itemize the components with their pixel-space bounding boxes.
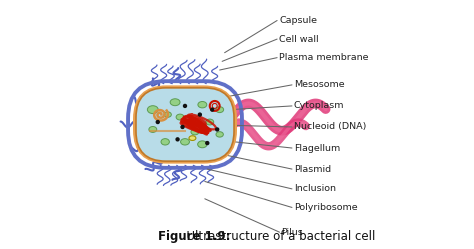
Ellipse shape <box>216 107 224 113</box>
Text: Plasmid: Plasmid <box>294 165 331 174</box>
FancyBboxPatch shape <box>133 85 237 164</box>
Circle shape <box>199 113 201 116</box>
Circle shape <box>156 121 159 124</box>
Ellipse shape <box>161 139 169 145</box>
Circle shape <box>206 142 209 145</box>
Text: Plasma membrane: Plasma membrane <box>279 53 369 62</box>
Text: Inclusion: Inclusion <box>294 184 336 193</box>
Circle shape <box>216 128 219 131</box>
Text: Nucleoid (DNA): Nucleoid (DNA) <box>294 123 366 131</box>
Text: Cytoplasm: Cytoplasm <box>294 101 345 110</box>
Text: Polyribosome: Polyribosome <box>294 203 357 212</box>
Text: Pilus: Pilus <box>282 228 303 237</box>
Text: Capsule: Capsule <box>279 16 317 25</box>
Ellipse shape <box>170 99 180 106</box>
FancyBboxPatch shape <box>139 91 231 158</box>
Ellipse shape <box>191 129 199 135</box>
Text: Mesosome: Mesosome <box>294 80 345 89</box>
Ellipse shape <box>176 114 184 120</box>
Text: Flagellum: Flagellum <box>294 143 340 153</box>
Ellipse shape <box>198 102 207 108</box>
Text: Figure 1.9:: Figure 1.9: <box>158 230 230 243</box>
Circle shape <box>181 125 184 128</box>
FancyBboxPatch shape <box>136 88 234 161</box>
Ellipse shape <box>147 106 158 114</box>
Ellipse shape <box>149 126 157 132</box>
Ellipse shape <box>206 119 214 125</box>
Text: Ultrastructure of a bacterial cell: Ultrastructure of a bacterial cell <box>179 230 375 243</box>
Ellipse shape <box>189 136 196 140</box>
Circle shape <box>176 138 179 141</box>
Ellipse shape <box>198 141 207 148</box>
Circle shape <box>183 104 186 107</box>
Text: Cell wall: Cell wall <box>279 35 319 44</box>
Ellipse shape <box>216 132 223 137</box>
Ellipse shape <box>164 112 172 117</box>
Ellipse shape <box>181 139 190 145</box>
Circle shape <box>211 108 214 111</box>
